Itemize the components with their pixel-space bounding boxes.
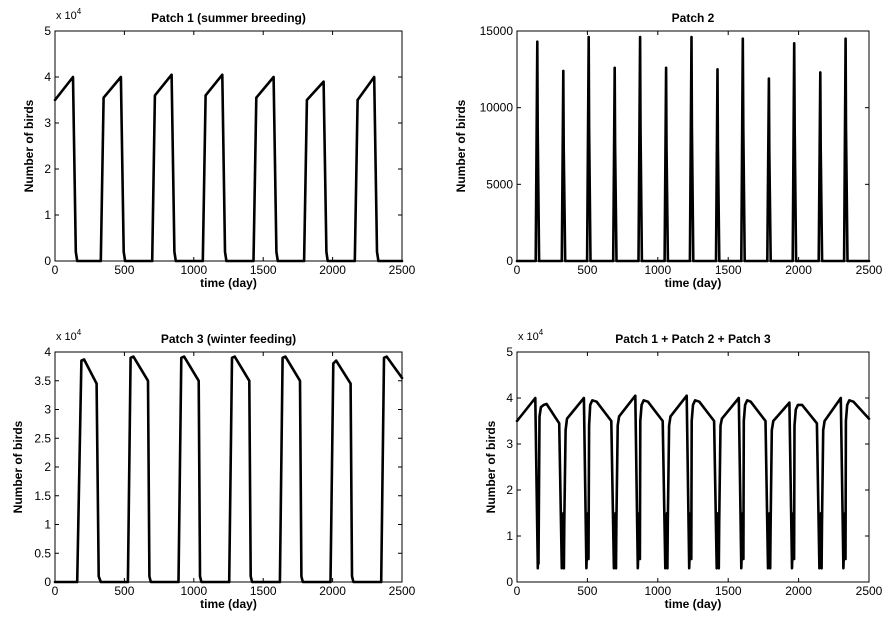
y-tick-label: 3.5 <box>34 374 51 388</box>
x-tick-label: 0 <box>514 584 521 598</box>
y-tick-label: 2.5 <box>34 431 51 445</box>
chart-panel-4: 0 500 1000 1500 2000 2500 0 1 2 3 4 5 Patch 1 + Patc… <box>484 328 883 611</box>
y-tick-label: 0.5 <box>34 546 51 560</box>
y-axis-label: Number of birds <box>454 99 468 192</box>
x-tick-label: 2500 <box>389 584 416 598</box>
series-line-1 <box>53 73 404 263</box>
x-tick-label: 2500 <box>856 584 883 598</box>
y-tick-label: 5 <box>506 345 513 359</box>
y-tick-label: 2 <box>506 483 513 497</box>
y-axis-multiplier: x 104 <box>56 328 82 343</box>
y-tick-label: 4 <box>506 391 513 405</box>
x-tick-label: 2500 <box>856 263 883 277</box>
x-tick-label: 500 <box>577 263 597 277</box>
y-tick-label: 3 <box>44 116 51 130</box>
y-tick-label: 5000 <box>486 177 513 191</box>
x-tick-label: 2500 <box>389 263 416 277</box>
y-tick-label: 1 <box>44 518 51 532</box>
x-tick-label: 1500 <box>250 263 277 277</box>
y-tick-label: 10000 <box>480 101 514 115</box>
series-line-1 <box>515 35 871 263</box>
x-axis-label: time (day) <box>200 276 257 290</box>
x-tick-label: 1500 <box>250 584 277 598</box>
x-tick-label: 2000 <box>785 263 812 277</box>
plot-area <box>54 30 403 262</box>
y-tick-label: 3 <box>44 403 51 417</box>
y-tick-label: 2 <box>44 460 51 474</box>
chart-panel-3: 0 500 1000 1500 2000 2500 0 0.5 1 1.5 2 2.5 3 3.5 4 Pat… <box>11 328 416 611</box>
y-tick-label: 0 <box>506 254 513 268</box>
y-tick-label: 5 <box>44 24 51 38</box>
x-tick-label: 1000 <box>180 584 207 598</box>
y-tick-label: 15000 <box>480 24 514 38</box>
x-tick-label: 0 <box>514 263 521 277</box>
y-tick-label: 4 <box>44 345 51 359</box>
x-axis-label: time (day) <box>665 597 722 611</box>
y-tick-label: 3 <box>506 437 513 451</box>
y-axis-multiplier: x 104 <box>56 7 82 22</box>
series-line-1 <box>53 355 404 584</box>
series-line-1 <box>515 394 871 570</box>
y-tick-label: 1.5 <box>34 489 51 503</box>
chart-title: Patch 2 <box>672 11 715 25</box>
chart-panel-1: 0 500 1000 1500 2000 2500 0 1 2 3 4 5 Patch 1 (summe… <box>22 7 416 290</box>
x-tick-label: 1000 <box>180 263 207 277</box>
y-tick-label: 4 <box>44 70 51 84</box>
x-tick-label: 2000 <box>319 263 346 277</box>
y-axis-label: Number of birds <box>11 420 25 513</box>
y-tick-label: 1 <box>506 529 513 543</box>
y-axis-label: Number of birds <box>22 99 36 192</box>
x-tick-label: 0 <box>52 263 59 277</box>
chart-panel-2: 0 500 1000 1500 2000 2500 0 5000 10000 15000 Patch… <box>454 11 883 290</box>
x-tick-label: 1500 <box>715 584 742 598</box>
y-tick-label: 2 <box>44 162 51 176</box>
x-tick-label: 1000 <box>644 263 671 277</box>
x-tick-label: 0 <box>52 584 59 598</box>
x-tick-label: 1500 <box>715 263 742 277</box>
x-tick-label: 2000 <box>785 584 812 598</box>
x-tick-label: 2000 <box>319 584 346 598</box>
y-tick-label: 0 <box>506 575 513 589</box>
x-tick-label: 1000 <box>644 584 671 598</box>
plot-area <box>516 351 870 583</box>
y-axis-label: Number of birds <box>484 420 498 513</box>
x-tick-label: 500 <box>577 584 597 598</box>
y-axis-multiplier: x 104 <box>518 328 544 343</box>
chart-title: Patch 1 + Patch 2 + Patch 3 <box>615 332 771 346</box>
chart-title: Patch 3 (winter feeding) <box>161 332 296 346</box>
y-tick-label: 1 <box>44 208 51 222</box>
y-tick-label: 0 <box>44 254 51 268</box>
x-axis-label: time (day) <box>200 597 257 611</box>
x-tick-label: 500 <box>114 263 134 277</box>
chart-title: Patch 1 (summer breeding) <box>151 11 306 25</box>
y-tick-label: 0 <box>44 575 51 589</box>
x-tick-label: 500 <box>114 584 134 598</box>
x-axis-label: time (day) <box>665 276 722 290</box>
